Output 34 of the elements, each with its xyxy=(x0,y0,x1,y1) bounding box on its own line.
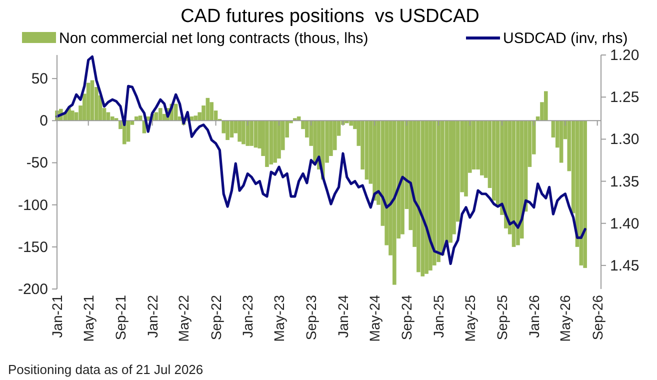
x-tick-label: Sep-24 xyxy=(398,294,415,340)
x-tick-label: Jan-25 xyxy=(430,294,447,338)
legend-label: Non commercial net long contracts (thous, lhs) xyxy=(59,30,368,47)
y-tick-label: -100 xyxy=(18,196,48,214)
x-tick-label: May-25 xyxy=(462,294,478,342)
x-tick-label: Jan-24 xyxy=(334,294,351,338)
x-tick-label: May-22 xyxy=(176,294,192,342)
text: Positioning data as of 21 Jul 2026 xyxy=(8,362,204,377)
x-tick-label: May-23 xyxy=(270,294,287,342)
chart-title: CAD futures positions vs USDCAD xyxy=(180,6,480,27)
y-tick-label: 0 xyxy=(40,112,48,130)
x-tick-label: Sep-23 xyxy=(303,294,320,340)
x-tick-label: May-26 xyxy=(557,294,574,342)
y-tick-label: -200 xyxy=(18,281,48,298)
y2-tick-label: 1.45 xyxy=(610,257,640,274)
x-tick-label: Jan-21 xyxy=(49,294,65,338)
x-tick-label: May-21 xyxy=(80,294,96,342)
y2-tick-label: 1.20 xyxy=(610,47,640,64)
y2-tick-label: 1.35 xyxy=(610,173,640,190)
y-tick-label: 50 xyxy=(31,70,48,88)
x-tick-label: Jan-22 xyxy=(144,294,160,338)
legend-label: USDCAD (inv, rhs) xyxy=(503,30,628,47)
x-tick-label: Sep-25 xyxy=(494,294,510,340)
x-tick-label: Sep-21 xyxy=(112,294,128,340)
y2-tick-label: 1.40 xyxy=(610,215,640,232)
x-tick-label: Sep-26 xyxy=(589,294,606,340)
x-tick-label: Jan-23 xyxy=(240,294,256,338)
y-tick-label: -150 xyxy=(18,238,48,256)
x-tick-label: May-24 xyxy=(366,294,383,342)
y-tick-label: -50 xyxy=(26,154,48,172)
x-tick-label: Jan-26 xyxy=(526,294,542,338)
y2-tick-label: 1.25 xyxy=(610,89,640,106)
y2-tick-label: 1.30 xyxy=(610,131,640,148)
x-tick-label: Sep-22 xyxy=(208,294,224,340)
